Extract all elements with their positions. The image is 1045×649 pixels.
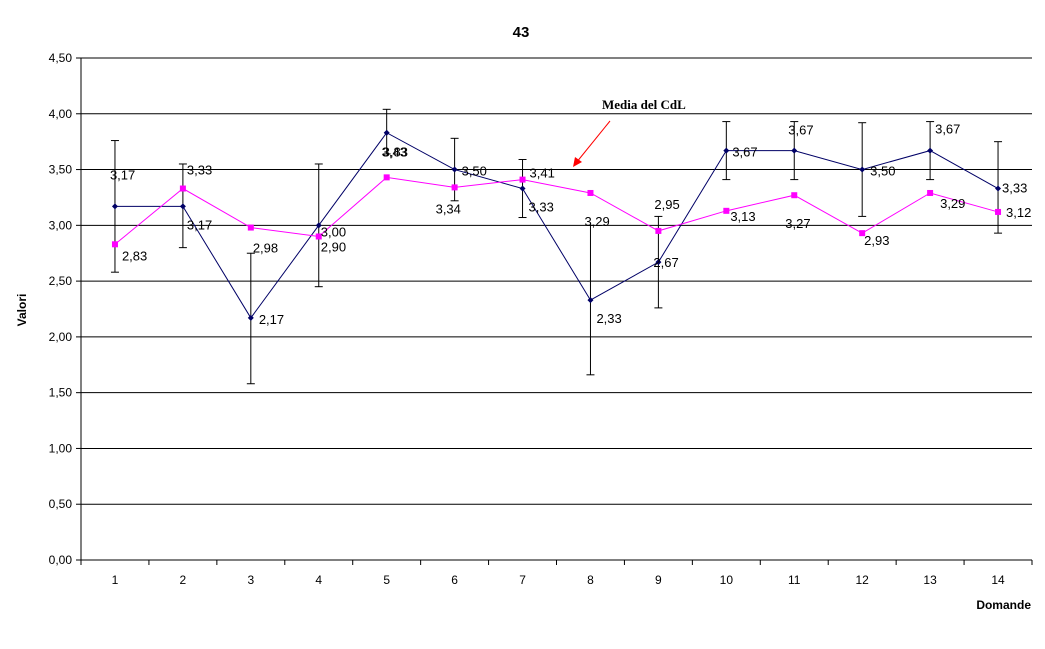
data-label: 3,41 — [530, 166, 555, 181]
x-tick-label: 7 — [519, 573, 526, 587]
data-point — [383, 129, 390, 136]
data-point — [995, 185, 1002, 192]
x-tick-labels: 1 2 3 4 5 6 7 8 9 10 11 12 13 14 — [112, 573, 1005, 587]
y-tick-label: 2,50 — [49, 274, 73, 288]
data-label: 2,33 — [596, 311, 621, 326]
data-point — [111, 241, 118, 248]
data-point — [791, 147, 798, 154]
axes — [76, 57, 1033, 565]
x-tick-label: 12 — [855, 573, 869, 587]
data-point — [519, 176, 526, 183]
data-label: 3,67 — [788, 123, 813, 138]
data-point — [451, 166, 458, 173]
data-point — [927, 147, 934, 154]
y-tick-labels: 0,00 0,50 1,00 1,50 2,00 2,50 3,00 3,50 4,00 4,50 — [49, 51, 73, 567]
data-label: 3,13 — [730, 209, 755, 224]
data-label: 3,17 — [110, 167, 135, 182]
data-label: 3,50 — [870, 164, 895, 179]
x-tick-label: 8 — [587, 573, 594, 587]
data-point — [179, 185, 186, 192]
data-label: 3,50 — [462, 164, 487, 179]
data-point — [247, 224, 254, 231]
y-tick-label: 1,00 — [49, 441, 73, 455]
x-tick-label: 10 — [720, 573, 734, 587]
data-label: 3,12 — [1006, 205, 1031, 220]
x-tick-label: 1 — [112, 573, 119, 587]
data-label: 3,33 — [529, 200, 554, 215]
y-axis-title: Valori — [15, 294, 29, 327]
annotation-arrow — [575, 120, 611, 164]
y-tick-label: 2,00 — [49, 330, 73, 344]
y-tick-label: 4,50 — [49, 51, 73, 65]
data-label: 3,29 — [584, 214, 609, 229]
data-label: 3,33 — [1002, 181, 1027, 196]
data-point — [723, 147, 730, 154]
x-tick-label: 14 — [991, 573, 1005, 587]
data-label: 2,95 — [654, 197, 679, 212]
series-line-2 — [114, 176, 999, 245]
data-label: 3,67 — [732, 145, 757, 160]
y-tick-label: 0,50 — [49, 497, 73, 511]
series-line-1 — [114, 132, 999, 319]
data-label: 3,33 — [187, 163, 212, 178]
x-tick-label: 4 — [315, 573, 322, 587]
data-point — [587, 297, 594, 304]
data-label: 2,93 — [864, 233, 889, 248]
data-point — [655, 227, 662, 234]
x-tick-label: 5 — [383, 573, 390, 587]
data-label: 3,67 — [935, 122, 960, 137]
y-tick-label: 4,00 — [49, 107, 73, 121]
annotation-arrowhead — [573, 157, 582, 167]
x-tick-label: 13 — [923, 573, 937, 587]
x-tick-label: 3 — [247, 573, 254, 587]
data-point — [859, 230, 866, 237]
x-tick-label: 9 — [655, 573, 662, 587]
data-point — [655, 259, 662, 266]
data-point — [451, 184, 458, 191]
data-label: 3,00 — [321, 224, 346, 239]
data-label: 3,27 — [785, 216, 810, 231]
y-tick-label: 1,50 — [49, 386, 73, 400]
data-point — [995, 208, 1002, 215]
data-label: 3,83 — [383, 145, 408, 160]
x-axis-title: Domande — [976, 598, 1031, 612]
y-tick-label: 3,00 — [49, 218, 73, 232]
data-point — [111, 203, 118, 210]
chart-title: 43 — [513, 24, 530, 41]
data-point — [383, 174, 390, 181]
data-point — [723, 207, 730, 214]
x-tick-label: 6 — [451, 573, 458, 587]
data-point — [179, 203, 186, 210]
data-point — [315, 222, 322, 229]
y-tick-label: 3,50 — [49, 163, 73, 177]
annotation-text: Media del CdL — [602, 97, 686, 112]
data-label: 2,98 — [253, 241, 278, 256]
data-label: 3,29 — [940, 196, 965, 211]
data-point — [859, 166, 866, 173]
x-tick-label: 11 — [788, 573, 801, 587]
data-label: 2,17 — [259, 312, 284, 327]
data-point — [247, 314, 254, 321]
data-point — [519, 185, 526, 192]
data-label: 2,67 — [653, 255, 678, 270]
x-tick-label: 2 — [180, 573, 187, 587]
data-point — [315, 233, 322, 240]
data-label: 3,17 — [187, 217, 212, 232]
annotation: Media del CdL — [573, 97, 686, 167]
data-labels: 3,17 3,17 2,17 3,00 3,83 3,50 3,33 2,33 2,67 3,67… — [110, 122, 1031, 327]
data-point — [927, 189, 934, 196]
series — [110, 108, 1003, 385]
data-label: 2,83 — [122, 248, 147, 263]
data-label: 3,43 — [382, 144, 407, 159]
gridlines — [81, 57, 1032, 505]
y-tick-label: 0,00 — [49, 553, 73, 567]
data-label: 2,90 — [321, 239, 346, 254]
data-label: 3,34 — [436, 201, 461, 216]
data-point — [791, 192, 798, 199]
data-point — [587, 189, 594, 196]
